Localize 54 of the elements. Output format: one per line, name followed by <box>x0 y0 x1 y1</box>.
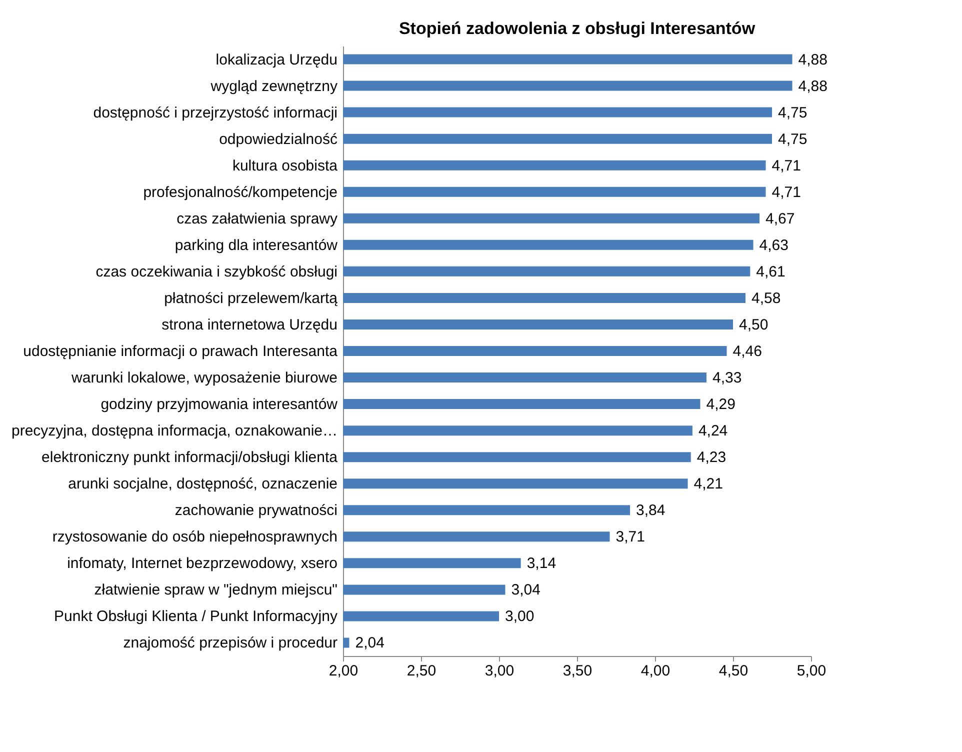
y-tick-label: Punkt Obsługi Klienta / Punkt Informacyjny <box>54 608 338 626</box>
y-tick-label: parking dla interesantów <box>174 236 338 254</box>
y-tick-label: płatności przelewem/kartą <box>164 290 338 307</box>
y-tick-label: elektroniczny punkt informacji/obsługi klienta <box>42 449 338 466</box>
data-label: 3,00 <box>505 608 534 626</box>
y-tick-label: znajomość przepisów i procedur <box>123 634 338 652</box>
x-tick-label: 2,50 <box>406 662 436 680</box>
data-label: 4,24 <box>698 422 728 440</box>
y-tick-label: dostępność i przejrzystość informacji <box>93 104 338 122</box>
x-tick-label: 3,00 <box>484 662 514 680</box>
y-tick-label: wygląd zewnętrzny <box>210 78 338 95</box>
y-tick-label: rzystosowanie do osób niepełnosprawnych <box>52 528 338 546</box>
y-tick-label: złatwienie spraw w "jednym miejscu" <box>94 582 338 599</box>
y-tick-label: profesjonalność/kompetencje <box>143 184 338 201</box>
data-label: 2,04 <box>355 634 384 652</box>
chart-title: Stopień zadowolenia z obsługi Interesantów <box>398 19 756 38</box>
x-tick-label: 5,00 <box>796 662 826 680</box>
data-label: 4,71 <box>772 157 801 174</box>
data-label: 4,67 <box>766 210 795 228</box>
y-tick-label: zachowanie prywatności <box>174 502 338 520</box>
data-label: 4,75 <box>778 130 808 148</box>
data-label: 4,61 <box>756 263 786 280</box>
data-label: 4,88 <box>798 78 828 95</box>
x-tick-label: 3,50 <box>562 662 592 680</box>
data-label: 4,50 <box>739 316 768 334</box>
y-tick-label: udostępnianie informacji o prawach Interesanta <box>23 343 338 360</box>
y-tick-label: precyzyjna, dostępna informacja, oznakowanie… <box>11 422 338 440</box>
data-label: 3,84 <box>636 502 666 520</box>
y-tick-label: czas oczekiwania i szybkość obsługi <box>96 263 338 280</box>
data-label: 4,88 <box>798 51 828 68</box>
y-tick-label: kultura osobista <box>232 157 338 174</box>
y-tick-label: strona internetowa Urzędu <box>162 316 338 334</box>
y-tick-label: lokalizacja Urzędu <box>216 51 338 68</box>
x-tick-label: 4,50 <box>718 662 748 680</box>
x-tick-label: 4,00 <box>640 662 670 680</box>
x-tick-label: 2,00 <box>328 662 358 680</box>
y-tick-label: godziny przyjmowania interesantów <box>100 396 338 414</box>
y-tick-label: warunki lokalowe, wyposażenie biurowe <box>70 370 338 387</box>
data-label: 4,21 <box>694 476 723 493</box>
y-tick-label: infomaty, Internet bezprzewodowy, xsero <box>67 555 338 572</box>
data-label: 4,46 <box>732 343 762 360</box>
data-label: 3,71 <box>616 528 645 546</box>
data-label: 4,58 <box>751 290 781 307</box>
data-label: 3,04 <box>511 582 540 599</box>
y-tick-label: arunki socjalne, dostępność, oznaczenie <box>68 476 338 493</box>
data-label: 4,71 <box>772 184 801 201</box>
data-label: 3,14 <box>526 555 556 572</box>
y-tick-label: odpowiedzialność <box>219 130 338 148</box>
data-label: 4,29 <box>706 396 736 414</box>
data-label: 4,75 <box>778 104 808 122</box>
data-label: 4,63 <box>759 236 788 254</box>
data-label: 4,33 <box>712 370 742 387</box>
y-tick-label: czas załatwienia sprawy <box>176 210 338 228</box>
data-label: 4,23 <box>696 449 726 466</box>
